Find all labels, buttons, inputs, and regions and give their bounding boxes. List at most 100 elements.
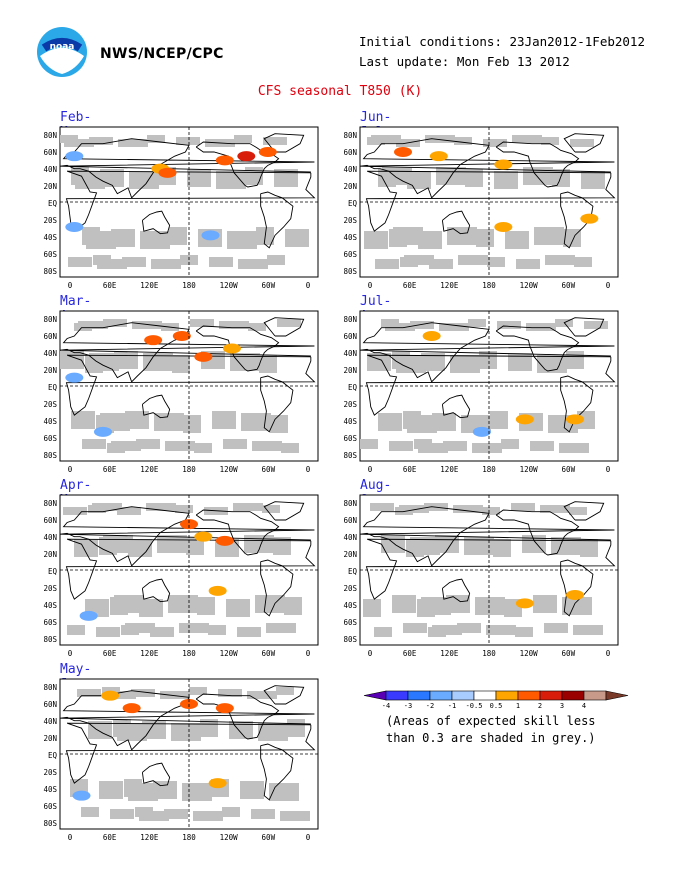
anomaly-region [494, 222, 513, 232]
lon-tick-label: 0 [368, 465, 373, 474]
anomaly-region [144, 335, 163, 346]
svg-text:noaa: noaa [50, 42, 75, 52]
lon-tick-label: 60E [103, 281, 117, 290]
legend-swatch [385, 690, 409, 701]
lat-tick-label: 80N [343, 131, 357, 140]
low-skill-area [183, 415, 201, 433]
low-skill-area [370, 503, 394, 511]
low-skill-area [526, 323, 556, 331]
low-skill-area [194, 443, 212, 453]
lon-tick-label: 60W [262, 833, 276, 842]
low-skill-area [71, 411, 95, 429]
low-skill-area [284, 597, 302, 615]
lat-tick-label: 80S [43, 267, 57, 276]
lat-tick-label: 60N [43, 700, 57, 709]
low-skill-area [392, 595, 416, 613]
anomaly-region [566, 414, 584, 425]
low-skill-area [421, 597, 451, 615]
low-skill-area [458, 255, 488, 265]
low-skill-area [77, 689, 101, 697]
low-skill-area [483, 139, 507, 147]
low-skill-area [494, 171, 518, 189]
low-skill-area [230, 353, 260, 371]
low-skill-area [570, 139, 594, 147]
low-skill-area [227, 231, 257, 249]
noaa-logo: noaa [37, 27, 87, 77]
legend-tick-label: -4 [382, 702, 390, 710]
lon-tick-label: 60E [403, 465, 417, 474]
coastline [141, 762, 171, 787]
lon-tick-label: 120W [220, 833, 239, 842]
lon-tick-label: 60W [262, 281, 276, 290]
lat-tick-label: EQ [48, 751, 58, 760]
anomaly-region [180, 519, 198, 530]
lat-tick-label: 60N [43, 516, 57, 525]
low-skill-area [157, 535, 187, 553]
lat-tick-label: 60S [343, 618, 357, 627]
anomaly-region [429, 151, 448, 162]
coastline [59, 690, 315, 751]
low-skill-area [165, 441, 195, 451]
low-skill-area [140, 231, 170, 249]
low-skill-area [89, 353, 119, 371]
low-skill-area [212, 411, 236, 429]
lat-tick-label: 40N [43, 717, 57, 726]
low-skill-area [486, 625, 516, 635]
lon-tick-label: 120W [220, 465, 239, 474]
low-skill-area [171, 723, 201, 741]
anomaly-region [201, 230, 220, 241]
low-skill-area [89, 137, 113, 145]
low-skill-area [446, 595, 470, 613]
low-skill-area [562, 597, 592, 615]
low-skill-area [169, 227, 187, 245]
low-skill-area [189, 687, 207, 695]
anomaly-region [394, 147, 412, 157]
low-skill-area [237, 627, 261, 637]
low-skill-area [208, 625, 226, 635]
low-skill-area [363, 599, 381, 617]
lat-tick-label: 80N [43, 131, 57, 140]
low-skill-area [421, 353, 445, 371]
low-skill-area [262, 505, 280, 513]
low-skill-area [182, 783, 212, 801]
coastline [359, 138, 615, 199]
low-skill-area [238, 259, 268, 269]
low-skill-area [122, 257, 146, 267]
lat-tick-label: 40S [43, 233, 57, 242]
anomaly-region [101, 690, 120, 701]
lon-tick-label: 120E [140, 649, 159, 658]
lat-tick-label: 20S [43, 768, 57, 777]
lat-tick-label: 80S [43, 635, 57, 644]
lat-tick-label: 20N [343, 366, 357, 375]
lat-tick-label: 20S [343, 584, 357, 593]
lon-tick-label: 120W [520, 465, 539, 474]
lat-tick-label: 80S [43, 451, 57, 460]
lat-tick-label: 40N [43, 165, 57, 174]
low-skill-area [280, 811, 310, 821]
figure-title: CFS seasonal T850 (K) [257, 84, 423, 99]
legend-note-line2: than 0.3 are shaded in grey.) [386, 731, 596, 745]
low-skill-area [541, 137, 559, 145]
low-skill-area [429, 259, 453, 269]
low-skill-area [259, 355, 277, 373]
last-update: Last update: Mon Feb 13 2012 [359, 54, 570, 69]
low-skill-area [229, 721, 253, 739]
legend-swatch [473, 690, 497, 701]
anomaly-region [65, 151, 84, 162]
low-skill-area [533, 595, 557, 613]
low-skill-area [382, 167, 412, 185]
coastline [441, 578, 471, 603]
coastline [263, 317, 305, 337]
low-skill-area [172, 355, 190, 373]
low-skill-area [117, 507, 141, 515]
lon-tick-label: 120W [520, 281, 539, 290]
anomaly-region [194, 351, 213, 362]
low-skill-area [186, 537, 204, 555]
low-skill-area [566, 351, 584, 369]
low-skill-area [193, 811, 223, 821]
lat-tick-label: 20N [43, 182, 57, 191]
low-skill-area [523, 167, 553, 185]
anomaly-region [215, 535, 234, 546]
coastline [563, 501, 605, 521]
lat-tick-label: 40N [343, 165, 357, 174]
